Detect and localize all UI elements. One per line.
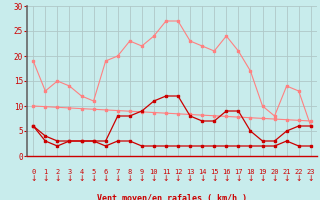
- Text: ↓: ↓: [223, 174, 229, 183]
- Text: ↓: ↓: [259, 174, 266, 183]
- Text: ↓: ↓: [295, 174, 302, 183]
- Text: ↓: ↓: [42, 174, 49, 183]
- Text: ↓: ↓: [163, 174, 169, 183]
- Text: ↓: ↓: [187, 174, 193, 183]
- Text: ↓: ↓: [211, 174, 217, 183]
- Text: ↓: ↓: [115, 174, 121, 183]
- Text: ↓: ↓: [78, 174, 85, 183]
- Text: ↓: ↓: [54, 174, 60, 183]
- Text: ↓: ↓: [66, 174, 73, 183]
- Text: ↓: ↓: [139, 174, 145, 183]
- Text: ↓: ↓: [308, 174, 314, 183]
- Text: ↓: ↓: [271, 174, 278, 183]
- Text: ↓: ↓: [151, 174, 157, 183]
- Text: ↓: ↓: [127, 174, 133, 183]
- Text: ↓: ↓: [247, 174, 254, 183]
- Text: ↓: ↓: [90, 174, 97, 183]
- Text: ↓: ↓: [235, 174, 242, 183]
- Text: ↓: ↓: [30, 174, 36, 183]
- Text: ↓: ↓: [284, 174, 290, 183]
- Text: ↓: ↓: [102, 174, 109, 183]
- Text: ↓: ↓: [199, 174, 205, 183]
- X-axis label: Vent moyen/en rafales ( km/h ): Vent moyen/en rafales ( km/h ): [97, 194, 247, 200]
- Text: ↓: ↓: [175, 174, 181, 183]
